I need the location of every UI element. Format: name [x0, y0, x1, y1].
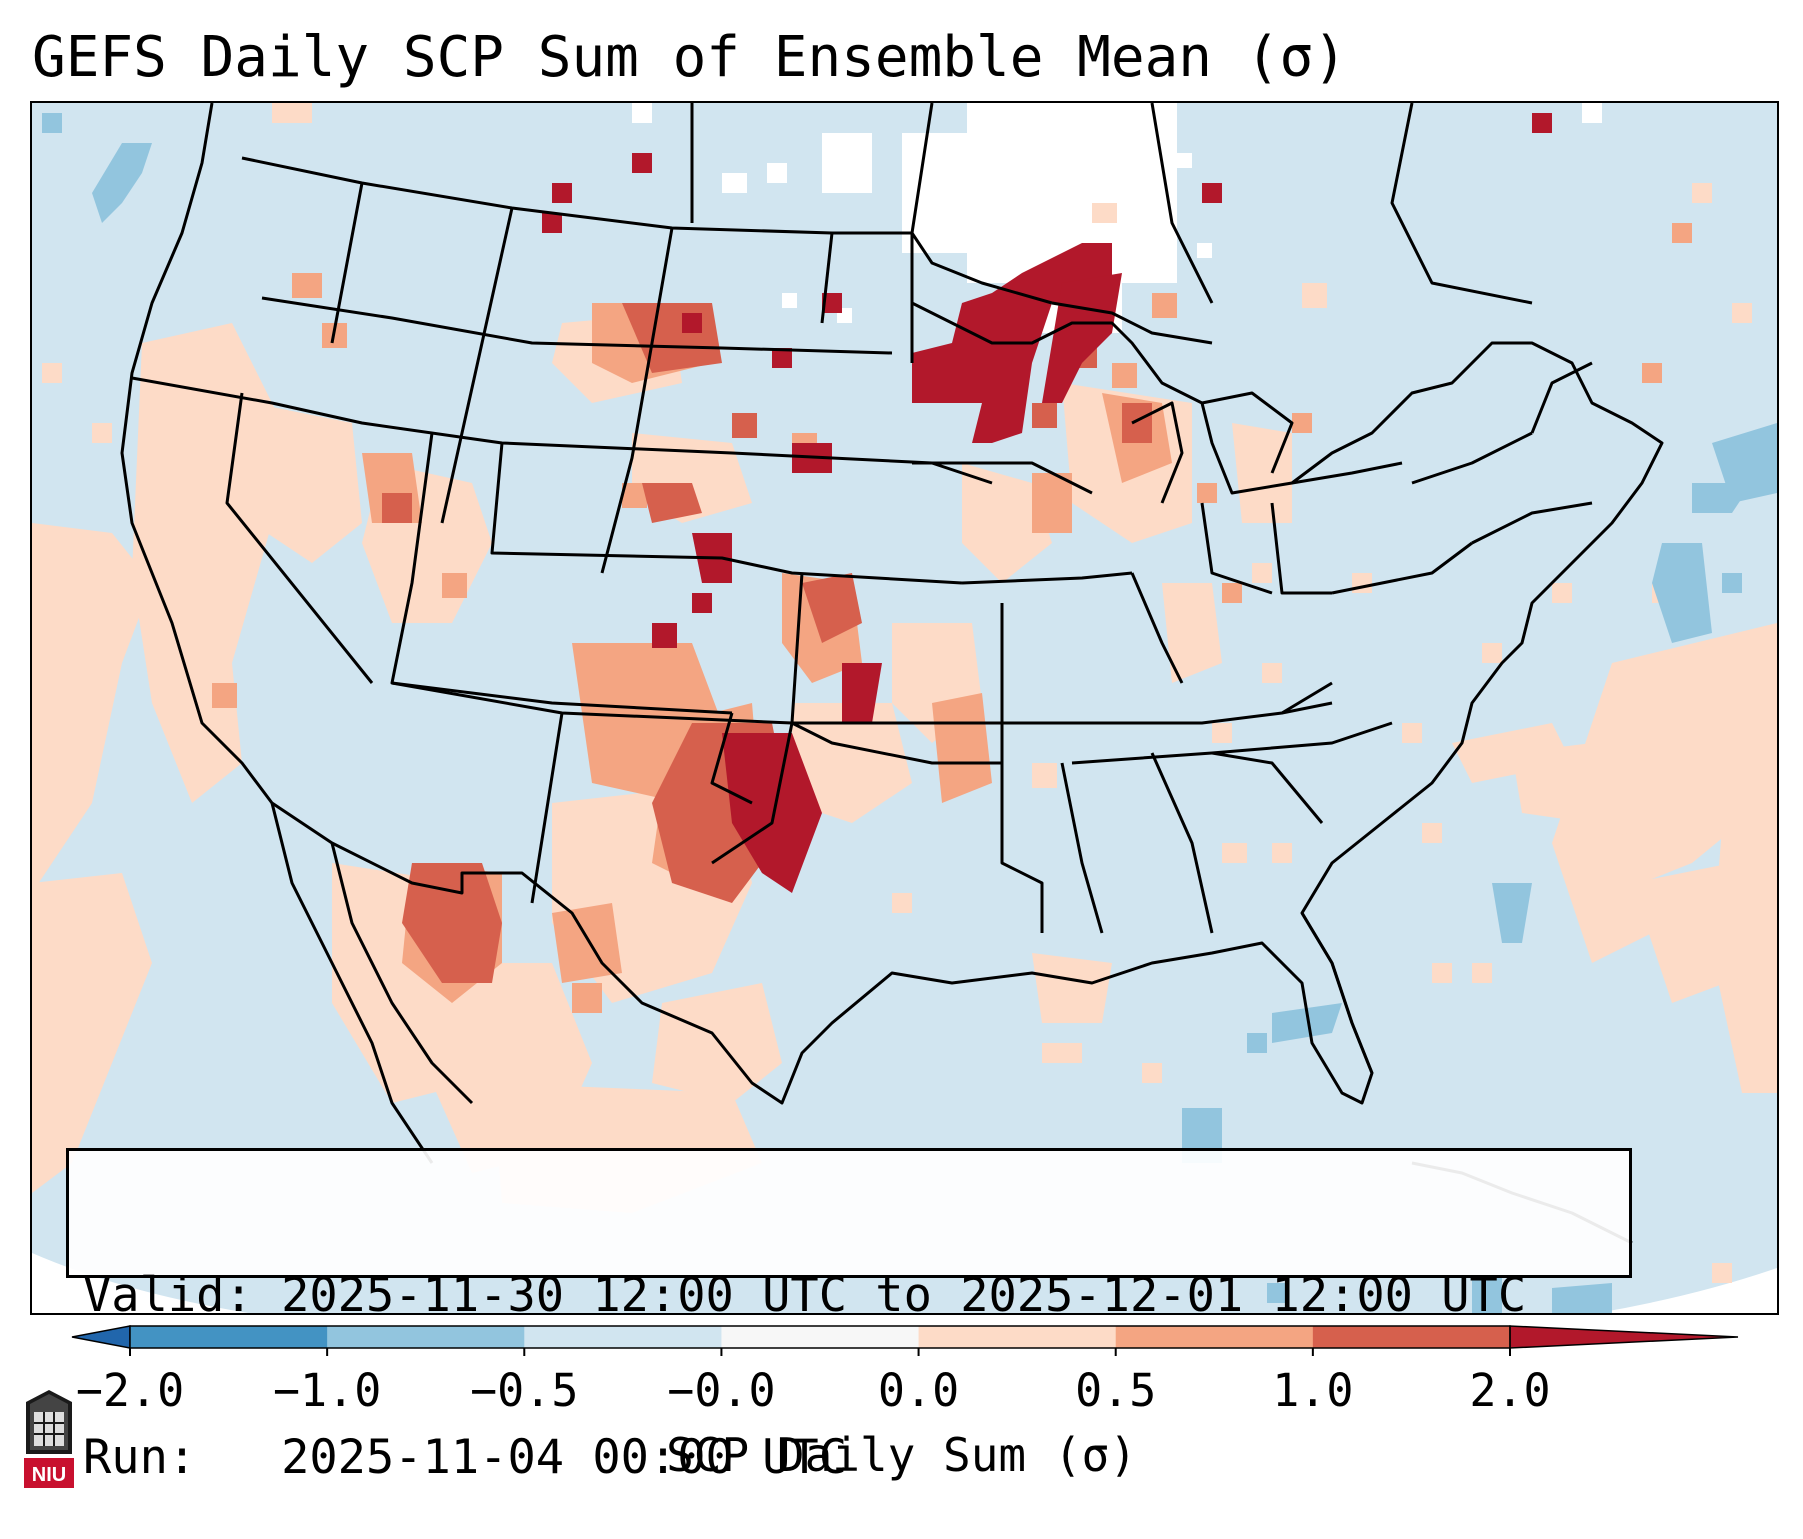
colorbar-tick-label: 1.0	[1272, 1364, 1354, 1417]
colorbar-segment	[130, 1326, 328, 1348]
valid-run-info-box: Valid: 2025-11-30 12:00 UTC to 2025-12-0…	[66, 1148, 1632, 1485]
colorbar-segment	[524, 1326, 722, 1348]
colorbar-segment	[918, 1326, 1117, 1348]
run-value: 2025-11-04 00:00 UTC	[281, 1430, 848, 1485]
colorbar-extend-high	[1509, 1325, 1739, 1349]
map-panel	[30, 101, 1779, 1315]
run-label: Run:	[83, 1430, 197, 1485]
colorbar-segment	[1312, 1326, 1511, 1348]
valid-line: Valid: 2025-11-30 12:00 UTC to 2025-12-0…	[83, 1269, 1615, 1323]
colorbar-extend-low	[71, 1325, 131, 1349]
colorbar-segment	[327, 1326, 525, 1348]
colorbar-label: SCP Daily Sum (σ)	[666, 1428, 1137, 1482]
colorbar-tick-label: 0.0	[877, 1364, 960, 1417]
map-title: GEFS Daily SCP Sum of Ensemble Mean (σ)	[32, 25, 1347, 90]
colorbar-outline	[129, 1325, 1511, 1349]
scp-map	[32, 103, 1777, 1313]
valid-value: 2025-11-30 12:00 UTC to 2025-12-01 12:00…	[281, 1268, 1527, 1323]
colorbar	[71, 1325, 1739, 1356]
colorbar-segment	[721, 1326, 920, 1348]
run-line: Run: 2025-11-04 00:00 UTC	[83, 1431, 1615, 1485]
colorbar-tick-label: −0.0	[667, 1364, 776, 1417]
political-boundaries	[120, 103, 1664, 1245]
logo-text: NIU	[32, 1464, 66, 1486]
niu-logo-icon: NIU	[24, 1390, 74, 1488]
colorbar-tick-label: 0.5	[1075, 1364, 1157, 1417]
colorbar-segment	[1115, 1326, 1314, 1348]
valid-label: Valid:	[83, 1268, 253, 1323]
colorbar-tick-label: 2.0	[1469, 1364, 1551, 1417]
colorbar-tick-label: −0.5	[470, 1364, 579, 1417]
colorbar-tick-label: −1.0	[272, 1364, 382, 1417]
colorbar-tick-label: −2.0	[75, 1364, 185, 1417]
